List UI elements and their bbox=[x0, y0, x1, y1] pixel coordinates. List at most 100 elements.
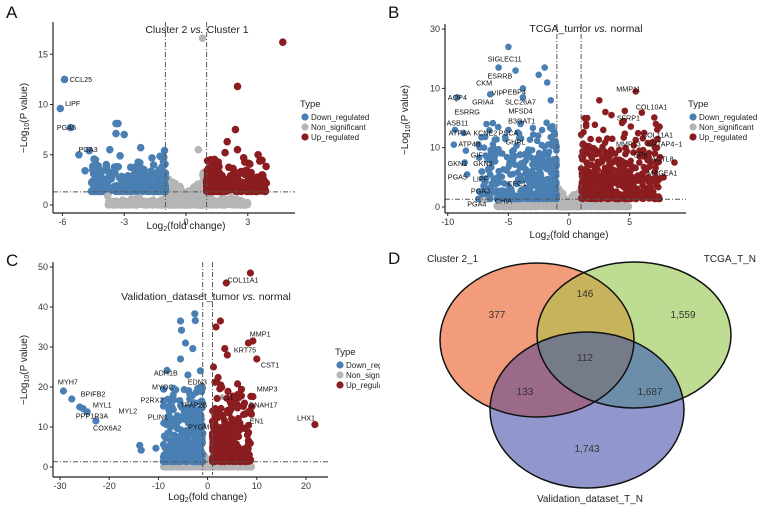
volcano-plot-a: -6 -3 0 3 0 5 10 15 CCL25 LIPF PGA5 PGA3 Cluster 2 v… bbox=[19, 22, 369, 233]
point-up bbox=[620, 117, 627, 125]
point-down bbox=[75, 151, 83, 159]
point-down bbox=[494, 123, 502, 131]
point-down bbox=[476, 188, 483, 195]
point-up bbox=[591, 121, 599, 129]
gene-label: KCNE2 bbox=[473, 128, 497, 137]
point-up bbox=[233, 404, 242, 412]
point-up bbox=[241, 181, 249, 190]
point-down bbox=[486, 91, 494, 98]
point-down bbox=[59, 387, 67, 395]
plot-title-text: normal bbox=[608, 23, 643, 35]
point-down bbox=[181, 339, 190, 347]
x-axis-label: Log2(fold change) bbox=[168, 492, 247, 504]
point-down bbox=[97, 187, 105, 196]
point-down bbox=[169, 384, 177, 392]
gene-label: PGA4 bbox=[467, 200, 486, 209]
point-up bbox=[583, 164, 591, 172]
legend: Type Down_regulatedNon_significantUp_regu… bbox=[688, 99, 757, 142]
point-up bbox=[247, 168, 255, 177]
point-down bbox=[159, 402, 168, 410]
legend-swatch-ns bbox=[301, 123, 309, 131]
point-up bbox=[211, 183, 220, 191]
point-down bbox=[543, 179, 551, 187]
point-up bbox=[209, 363, 218, 371]
point-up bbox=[653, 159, 661, 166]
point-down bbox=[551, 171, 558, 178]
y-tick-label: 10 bbox=[430, 83, 440, 93]
point-down bbox=[152, 444, 160, 452]
point-ns bbox=[527, 202, 535, 210]
point-up bbox=[255, 157, 264, 165]
point-up bbox=[219, 412, 227, 420]
point-up bbox=[632, 136, 639, 144]
gene-label: ESRRB bbox=[488, 71, 513, 80]
point-up bbox=[246, 439, 254, 447]
gene-label: MMP3 bbox=[257, 385, 278, 394]
venn-outline-validation bbox=[489, 331, 685, 489]
point-down bbox=[102, 163, 111, 171]
point-down bbox=[506, 160, 513, 168]
gene-label: SLC26A7 bbox=[505, 98, 536, 107]
point-down bbox=[95, 170, 104, 178]
point-down bbox=[529, 124, 537, 132]
point-down bbox=[81, 167, 89, 175]
point-down bbox=[115, 173, 124, 182]
point-up bbox=[246, 407, 254, 415]
point-up bbox=[234, 427, 242, 435]
point-up bbox=[619, 171, 627, 179]
x-tick-label: -10 bbox=[152, 481, 165, 491]
point-up bbox=[223, 137, 231, 146]
point-up bbox=[209, 421, 218, 429]
point-up bbox=[216, 317, 224, 325]
point-up bbox=[638, 109, 646, 116]
y-axis-label-prefix: −Log bbox=[19, 383, 30, 406]
gene-label: ADH1B bbox=[154, 369, 178, 378]
gene-label: ATP4B bbox=[458, 140, 480, 149]
point-down bbox=[525, 177, 532, 185]
point-up bbox=[311, 421, 319, 429]
point-up bbox=[579, 148, 586, 155]
point-down bbox=[508, 148, 516, 155]
point-up bbox=[600, 126, 607, 134]
gene-label: MMP13 bbox=[616, 140, 641, 149]
point-up bbox=[638, 192, 645, 199]
point-up bbox=[223, 456, 231, 464]
point-down bbox=[106, 145, 114, 154]
point-up bbox=[621, 107, 629, 115]
venn-count-tcga-only: 1,559 bbox=[670, 310, 695, 321]
x-tick-label: 0 bbox=[566, 217, 571, 227]
point-up bbox=[611, 179, 618, 186]
point-down bbox=[133, 181, 141, 190]
point-up bbox=[219, 430, 227, 438]
point-ns bbox=[587, 202, 595, 209]
point-down bbox=[490, 145, 498, 152]
legend-item-up: Up_regulated bbox=[699, 133, 747, 142]
point-up bbox=[224, 387, 232, 395]
x-tick-label: -6 bbox=[58, 217, 66, 227]
gene-label: TFAP2B bbox=[180, 401, 207, 410]
point-down bbox=[173, 424, 181, 433]
point-up bbox=[588, 176, 595, 184]
point-up bbox=[644, 139, 652, 147]
point-down bbox=[112, 119, 120, 128]
point-down bbox=[91, 156, 100, 164]
point-up bbox=[233, 145, 242, 154]
point-up bbox=[660, 174, 667, 181]
point-up bbox=[246, 269, 254, 277]
point-down bbox=[131, 167, 140, 176]
point-down bbox=[495, 64, 502, 71]
point-ns bbox=[187, 200, 195, 209]
point-up bbox=[240, 424, 248, 433]
point-ns bbox=[122, 200, 131, 208]
gene-label: ATP4A bbox=[449, 128, 471, 137]
point-up bbox=[213, 394, 221, 403]
point-down bbox=[494, 173, 501, 181]
venn-label-tcga: TCGA_T_N bbox=[704, 254, 756, 265]
venn-count-cluster-tcga: 146 bbox=[577, 289, 594, 300]
point-down bbox=[66, 123, 75, 132]
point-up bbox=[254, 151, 262, 159]
point-down bbox=[92, 417, 100, 425]
venn-diagram: Cluster 2_1 TCGA_T_N Validation_dataset_… bbox=[427, 254, 756, 505]
point-ns bbox=[198, 200, 206, 209]
point-down bbox=[538, 126, 546, 134]
